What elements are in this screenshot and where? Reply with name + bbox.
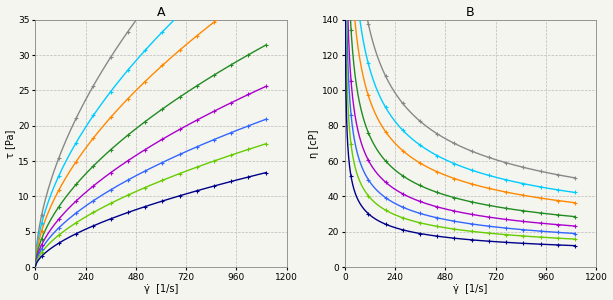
X-axis label: γ̇  [1/s]: γ̇ [1/s]: [453, 284, 487, 294]
Y-axis label: τ [Pa]: τ [Pa]: [6, 129, 15, 158]
X-axis label: γ̇  [1/s]: γ̇ [1/s]: [144, 284, 178, 294]
Title: A: A: [157, 6, 166, 19]
Y-axis label: η [cP]: η [cP]: [309, 129, 319, 158]
Title: B: B: [466, 6, 474, 19]
